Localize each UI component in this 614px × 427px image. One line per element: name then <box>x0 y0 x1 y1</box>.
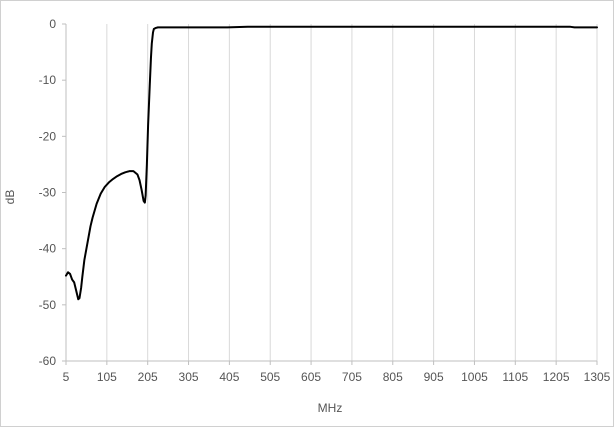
y-tick-label: -50 <box>39 298 57 312</box>
x-tick-label: 605 <box>301 370 321 384</box>
x-tick-label: 905 <box>424 370 444 384</box>
x-tick-label: 305 <box>179 370 199 384</box>
x-tick-label: 205 <box>138 370 158 384</box>
x-tick-label: 405 <box>219 370 239 384</box>
y-tick-label: -10 <box>39 73 57 87</box>
x-tick-label: 5 <box>63 370 70 384</box>
y-tick-label: -20 <box>39 129 57 143</box>
series-layer <box>65 25 598 301</box>
x-axis-title: MHz <box>318 401 343 415</box>
y-tick-label: -30 <box>39 186 57 200</box>
x-tick-label: 1305 <box>584 370 611 384</box>
x-tick-label: 1005 <box>461 370 488 384</box>
x-tick-label: 1105 <box>502 370 528 384</box>
axes <box>62 23 598 365</box>
x-tick-label: 505 <box>260 370 280 384</box>
x-tick-label: 105 <box>97 370 117 384</box>
series-line <box>65 25 598 301</box>
y-axis-title: dB <box>3 190 17 205</box>
grid-lines <box>106 24 598 361</box>
tick-labels: 5 105 205 305 405 505 605 705 805 905 1005 1105 1205… <box>39 17 611 384</box>
x-tick-label: 805 <box>383 370 403 384</box>
x-tick-label: 1205 <box>543 370 570 384</box>
y-tick-label: 0 <box>49 17 56 31</box>
y-tick-label: -60 <box>39 354 57 368</box>
x-tick-label: 705 <box>342 370 362 384</box>
y-tick-label: -40 <box>39 242 57 256</box>
